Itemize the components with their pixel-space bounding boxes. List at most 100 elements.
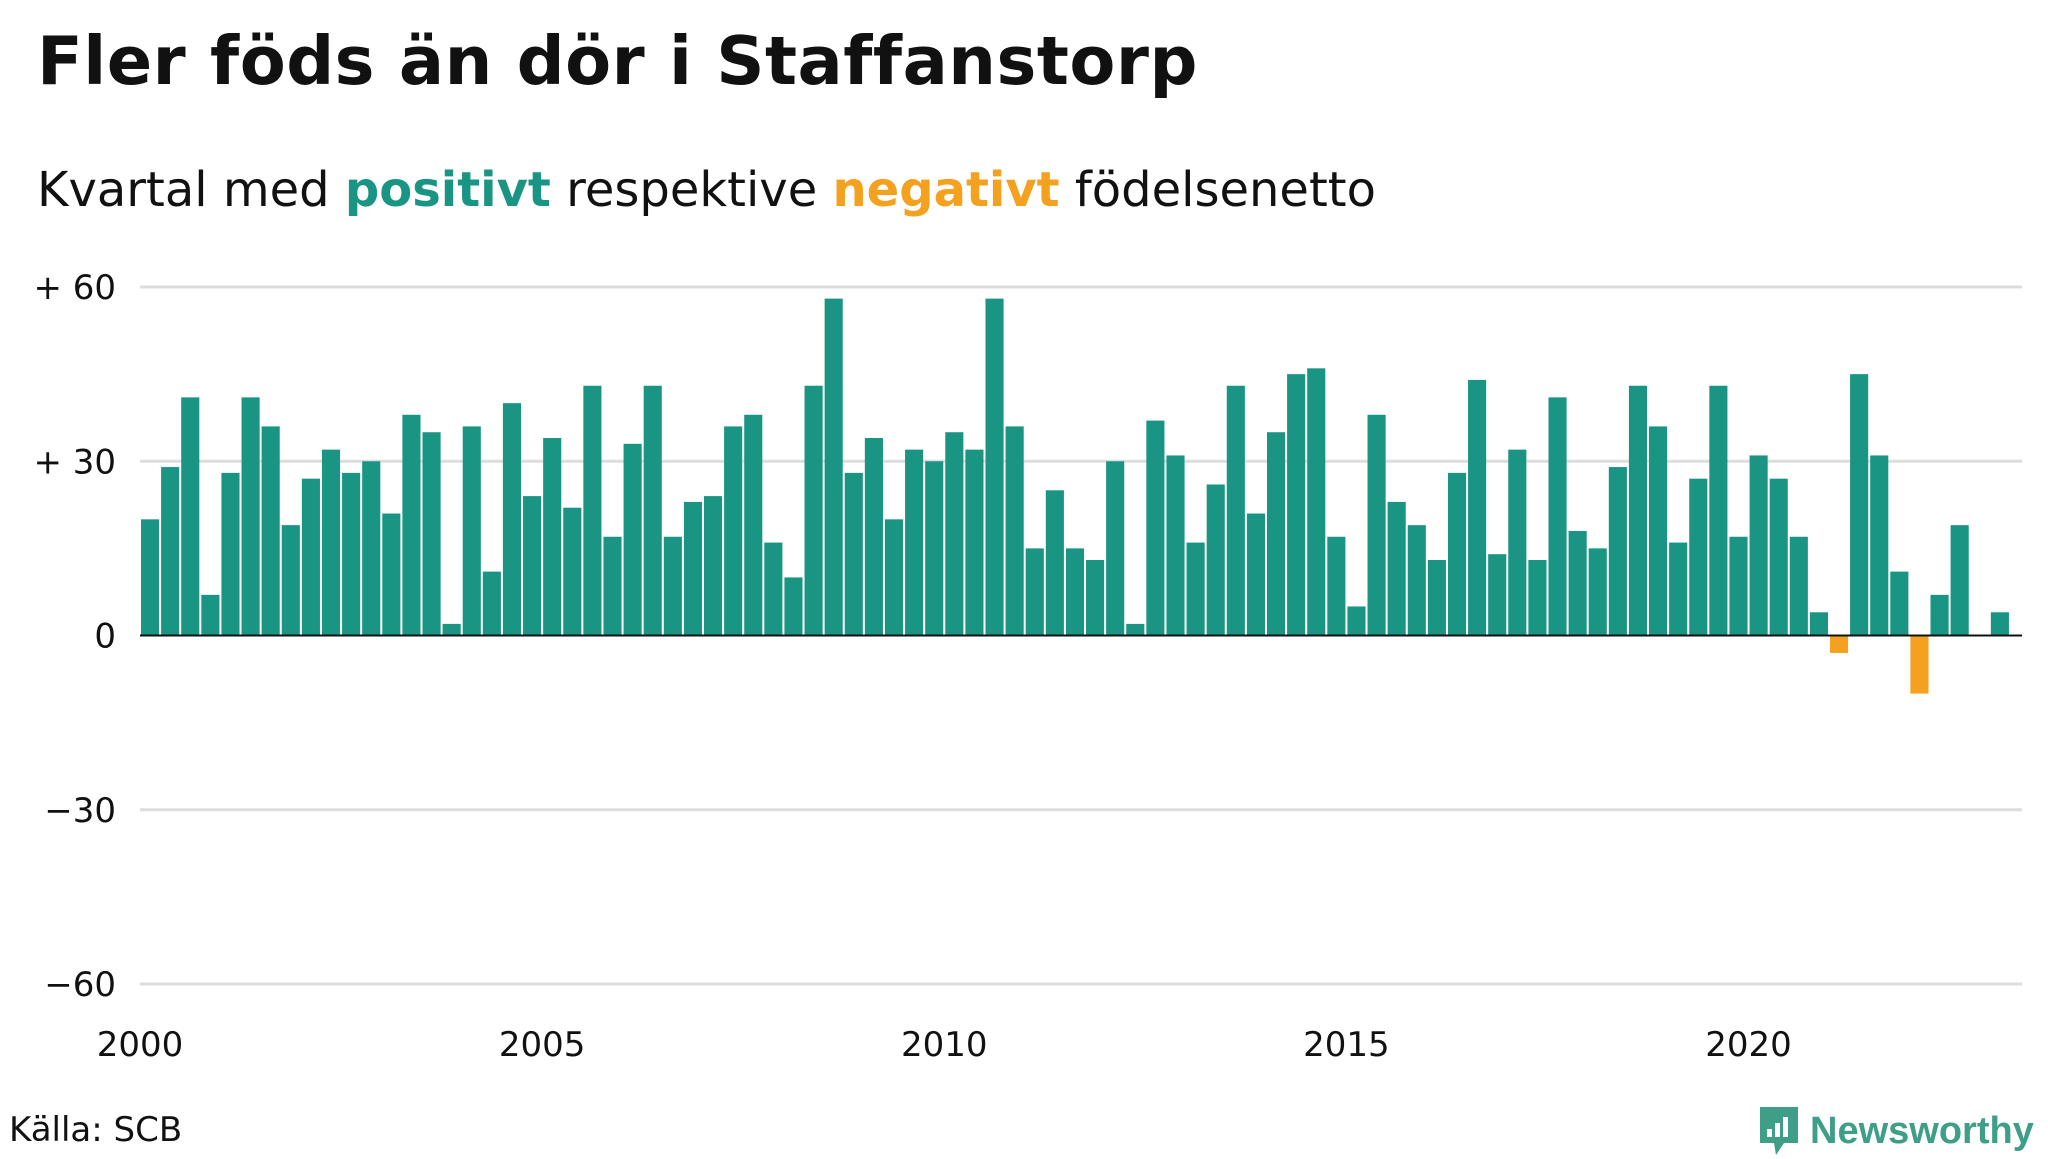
bar-positive xyxy=(321,449,341,636)
bar-positive xyxy=(623,443,642,636)
bar-positive xyxy=(925,461,944,636)
bar-positive xyxy=(1950,525,1969,636)
bar-positive xyxy=(1789,536,1808,636)
bar-positive xyxy=(1588,548,1607,636)
bar-positive xyxy=(663,536,682,636)
bar-positive xyxy=(1065,548,1085,636)
bar-positive xyxy=(1769,478,1788,636)
bar-positive xyxy=(683,501,702,636)
bar-positive xyxy=(261,426,280,636)
bar-positive xyxy=(1206,484,1225,636)
subtitle-positive-word: positivt xyxy=(344,162,551,218)
bar-positive xyxy=(583,385,602,636)
bar-positive xyxy=(1246,513,1265,636)
x-tick-label: 2000 xyxy=(97,1025,184,1065)
y-tick-label: + 30 xyxy=(33,442,116,482)
bar-positive xyxy=(1508,449,1527,636)
x-tick-label: 2005 xyxy=(499,1025,586,1065)
bar-positive xyxy=(1649,426,1668,636)
bar-positive xyxy=(1528,559,1547,636)
bar-positive xyxy=(1749,455,1768,636)
subtitle-prefix: Kvartal med xyxy=(37,162,345,218)
bar-positive xyxy=(1890,571,1909,636)
bar-positive xyxy=(241,397,260,636)
y-tick-label: 0 xyxy=(94,617,116,657)
bar-positive xyxy=(422,432,441,636)
bar-positive xyxy=(1990,612,2009,636)
bar-positive xyxy=(181,397,200,636)
bar-positive xyxy=(724,426,743,636)
bar-positive xyxy=(1347,606,1366,636)
subtitle-suffix: födelsenetto xyxy=(1059,162,1376,218)
subtitle-negative-word: negativt xyxy=(832,162,1060,218)
bar-positive xyxy=(1809,612,1828,636)
bar-positive xyxy=(1106,461,1125,636)
x-tick-label: 2010 xyxy=(901,1025,988,1065)
bar-positive xyxy=(1166,455,1185,636)
bar-positive xyxy=(643,385,662,636)
bar-positive xyxy=(1126,623,1145,636)
bar-positive xyxy=(1548,397,1567,636)
bar-positive xyxy=(1669,542,1688,636)
bar-positive xyxy=(563,507,582,636)
bar-positive xyxy=(1689,478,1708,636)
bar-positive xyxy=(844,472,863,636)
bar-positive xyxy=(221,472,240,636)
bar-positive xyxy=(1407,525,1426,636)
bar-positive xyxy=(764,542,783,636)
chart-subtitle: Kvartal med positivt respektive negativt… xyxy=(37,162,1376,218)
bar-positive xyxy=(804,385,823,636)
bar-positive xyxy=(1146,420,1165,636)
bar-positive xyxy=(141,519,160,636)
x-tick-label: 2020 xyxy=(1705,1025,1792,1065)
bar-positive xyxy=(1025,548,1044,636)
y-tick-label: + 60 xyxy=(33,268,116,308)
bar-positive xyxy=(342,472,361,636)
bar-positive xyxy=(543,438,562,636)
bar-positive xyxy=(1729,536,1748,636)
bar-positive xyxy=(965,449,984,636)
chart-title: Fler föds än dör i Staffanstorp xyxy=(37,22,1198,100)
bar-positive xyxy=(462,426,481,636)
subtitle-middle: respektive xyxy=(550,162,833,218)
bar-positive xyxy=(905,449,924,636)
bar-positive xyxy=(1870,455,1889,636)
bar-positive xyxy=(1709,385,1728,636)
bar-positive xyxy=(884,519,904,636)
bar-negative xyxy=(1910,635,1929,694)
bar-positive xyxy=(442,623,461,636)
bar-negative xyxy=(1829,635,1849,653)
bar-positive xyxy=(482,571,501,636)
bar-positive xyxy=(281,525,300,636)
bar-positive xyxy=(301,478,320,636)
bar-positive xyxy=(161,467,180,636)
bar-positive xyxy=(744,414,763,636)
bar-positive xyxy=(1628,385,1648,636)
bar-positive xyxy=(1287,374,1306,636)
logo-text: Newsworthy xyxy=(1810,1109,2034,1152)
newsworthy-logo-icon xyxy=(1760,1107,1798,1155)
bar-positive xyxy=(1086,559,1105,636)
bar-positive xyxy=(1930,594,1949,636)
y-tick-label: −30 xyxy=(44,791,116,831)
bar-positive xyxy=(1307,368,1326,636)
bar-positive xyxy=(201,594,220,636)
bar-positive xyxy=(1568,530,1587,636)
bar-positive xyxy=(603,536,622,636)
bar-positive xyxy=(1387,501,1406,636)
bar-positive xyxy=(985,298,1004,636)
bar-positive xyxy=(382,513,401,636)
bar-positive xyxy=(1427,559,1446,636)
bar-positive xyxy=(402,414,421,636)
bar-positive xyxy=(945,432,964,636)
bar-positive xyxy=(1367,414,1386,636)
bar-positive xyxy=(1850,374,1869,636)
bar-positive xyxy=(1468,379,1487,636)
bar-positive xyxy=(523,496,542,636)
bar-positive xyxy=(362,461,381,636)
bar-positive xyxy=(1608,467,1627,636)
bar-positive xyxy=(1186,542,1205,636)
bar-positive xyxy=(1447,472,1467,636)
source-note: Källa: SCB xyxy=(9,1110,183,1150)
